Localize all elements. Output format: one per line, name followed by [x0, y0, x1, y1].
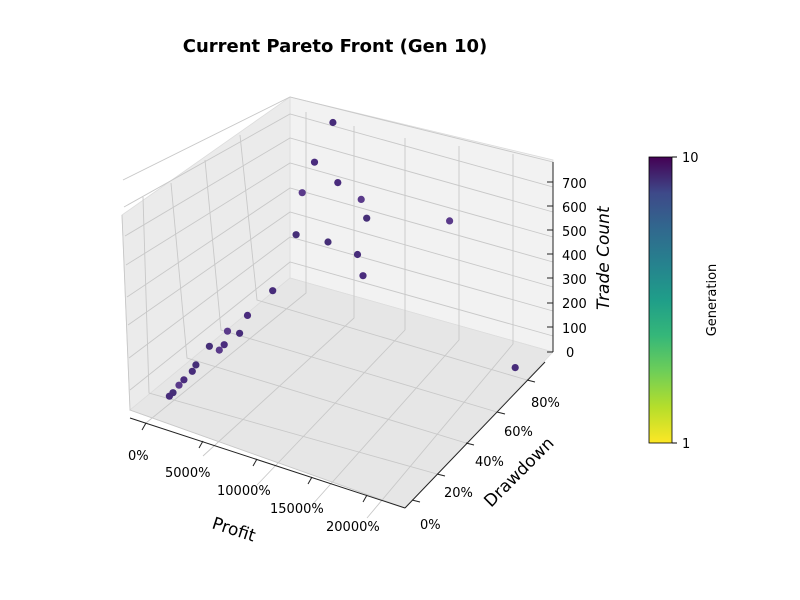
- grid-profit-0: [145, 112, 307, 424]
- profit-tick-label: 20000%: [326, 520, 380, 535]
- data-point: [243, 311, 252, 319]
- grid-trades-600: [123, 113, 554, 208]
- profit-tick-mark: [141, 422, 147, 431]
- profit-tick-mark: [362, 494, 368, 503]
- data-point: [353, 250, 362, 259]
- profit-tick-label: 0%: [128, 449, 149, 464]
- data-point: [359, 272, 367, 280]
- drawdown-tick-mark: [465, 442, 475, 446]
- grid-trades-400: [125, 162, 554, 266]
- trades-tick-label: 300: [562, 273, 587, 288]
- profit-tick-label: 10000%: [217, 484, 271, 499]
- trades-tick-label: 0: [566, 346, 574, 361]
- profit-tick-mark: [198, 440, 204, 449]
- drawdown-tick-labels: 0% 20% 40% 60% 80%: [420, 396, 560, 533]
- drawdown-tick-label: 60%: [504, 425, 533, 440]
- data-point: [223, 327, 232, 335]
- data-point: [188, 367, 196, 375]
- trades-tick-label: 700: [562, 177, 587, 192]
- drawdown-tick-mark: [436, 473, 446, 477]
- profit-tick-mark: [307, 476, 313, 485]
- data-point: [329, 118, 337, 127]
- data-point: [511, 364, 519, 372]
- grid-drawdown-20: [142, 196, 438, 475]
- data-point: [165, 392, 173, 400]
- colorbar-label: Generation: [705, 264, 720, 337]
- trades-tick-labels: 0 100 200 300 400 500 600 700: [562, 177, 587, 361]
- data-points: [165, 118, 519, 400]
- drawdown-tick-label: 80%: [531, 396, 560, 411]
- profit-tick-labels: 0% 5000% 10000% 15000% 20000%: [128, 449, 380, 535]
- drawdown-tick-mark: [496, 411, 506, 415]
- profit-tick-label: 15000%: [270, 502, 324, 517]
- data-point: [357, 195, 365, 203]
- tick-marks: [141, 181, 553, 503]
- data-point: [334, 179, 342, 187]
- colorbar-gradient: [648, 156, 673, 444]
- grid-profit-20000: [366, 154, 514, 519]
- grid-trades-500: [124, 137, 554, 237]
- grid-profit-10000: [256, 138, 406, 486]
- data-point: [215, 346, 223, 354]
- trades-tick-label: 500: [562, 225, 587, 240]
- drawdown-tick-label: 0%: [420, 518, 441, 533]
- grid-drawdown-40: [170, 182, 467, 444]
- profit-tick-mark: [252, 458, 258, 467]
- chart-title: Current Pareto Front (Gen 10): [183, 36, 488, 57]
- colorbar: 10 1 Generation: [648, 151, 720, 452]
- grid-trades-100: [128, 236, 554, 359]
- data-point: [180, 376, 188, 384]
- data-point: [175, 381, 183, 389]
- trades-tick-label: 200: [562, 297, 587, 312]
- profit-tick-label: 5000%: [165, 466, 210, 481]
- trades-tick-label: 400: [562, 249, 587, 264]
- grid-trades-0: [129, 261, 554, 391]
- drawdown-axis-line: [404, 361, 546, 509]
- axis-lines: [129, 162, 554, 509]
- data-point: [298, 189, 306, 197]
- data-point: [205, 342, 213, 350]
- data-point: [363, 214, 371, 222]
- data-point: [192, 361, 200, 369]
- grid-drawdown-0: [121, 214, 406, 509]
- grid-drawdown-80: [239, 134, 528, 381]
- drawdown-tick-mark: [526, 379, 536, 383]
- grid-trades-300: [126, 187, 554, 298]
- axes-panes: [121, 96, 554, 509]
- trades-axis-label: Trade Count: [594, 205, 614, 310]
- trades-tick-label: 600: [562, 201, 587, 216]
- grid-lines: [121, 96, 554, 519]
- drawdown-tick-mark: [411, 499, 421, 503]
- colorbar-min-label: 1: [682, 437, 690, 452]
- colorbar-max-label: 10: [682, 151, 699, 166]
- grid-trades-700: [122, 96, 554, 181]
- data-point: [236, 329, 244, 337]
- data-point: [310, 158, 319, 166]
- data-point: [446, 217, 454, 225]
- data-point: [269, 287, 277, 295]
- grid-trades-200: [127, 211, 554, 326]
- profit-axis-line: [129, 417, 406, 509]
- drawdown-tick-label: 20%: [444, 486, 473, 501]
- grid-drawdown-60: [204, 159, 498, 413]
- drawdown-tick-label: 40%: [475, 455, 504, 470]
- profit-axis-label: Profit: [209, 514, 258, 547]
- data-point: [292, 231, 300, 239]
- trades-tick-label: 100: [562, 322, 587, 337]
- data-point: [324, 238, 332, 246]
- drawdown-axis-label: Drawdown: [480, 434, 558, 512]
- grid-profit-5000: [202, 126, 355, 457]
- data-point: [220, 341, 228, 349]
